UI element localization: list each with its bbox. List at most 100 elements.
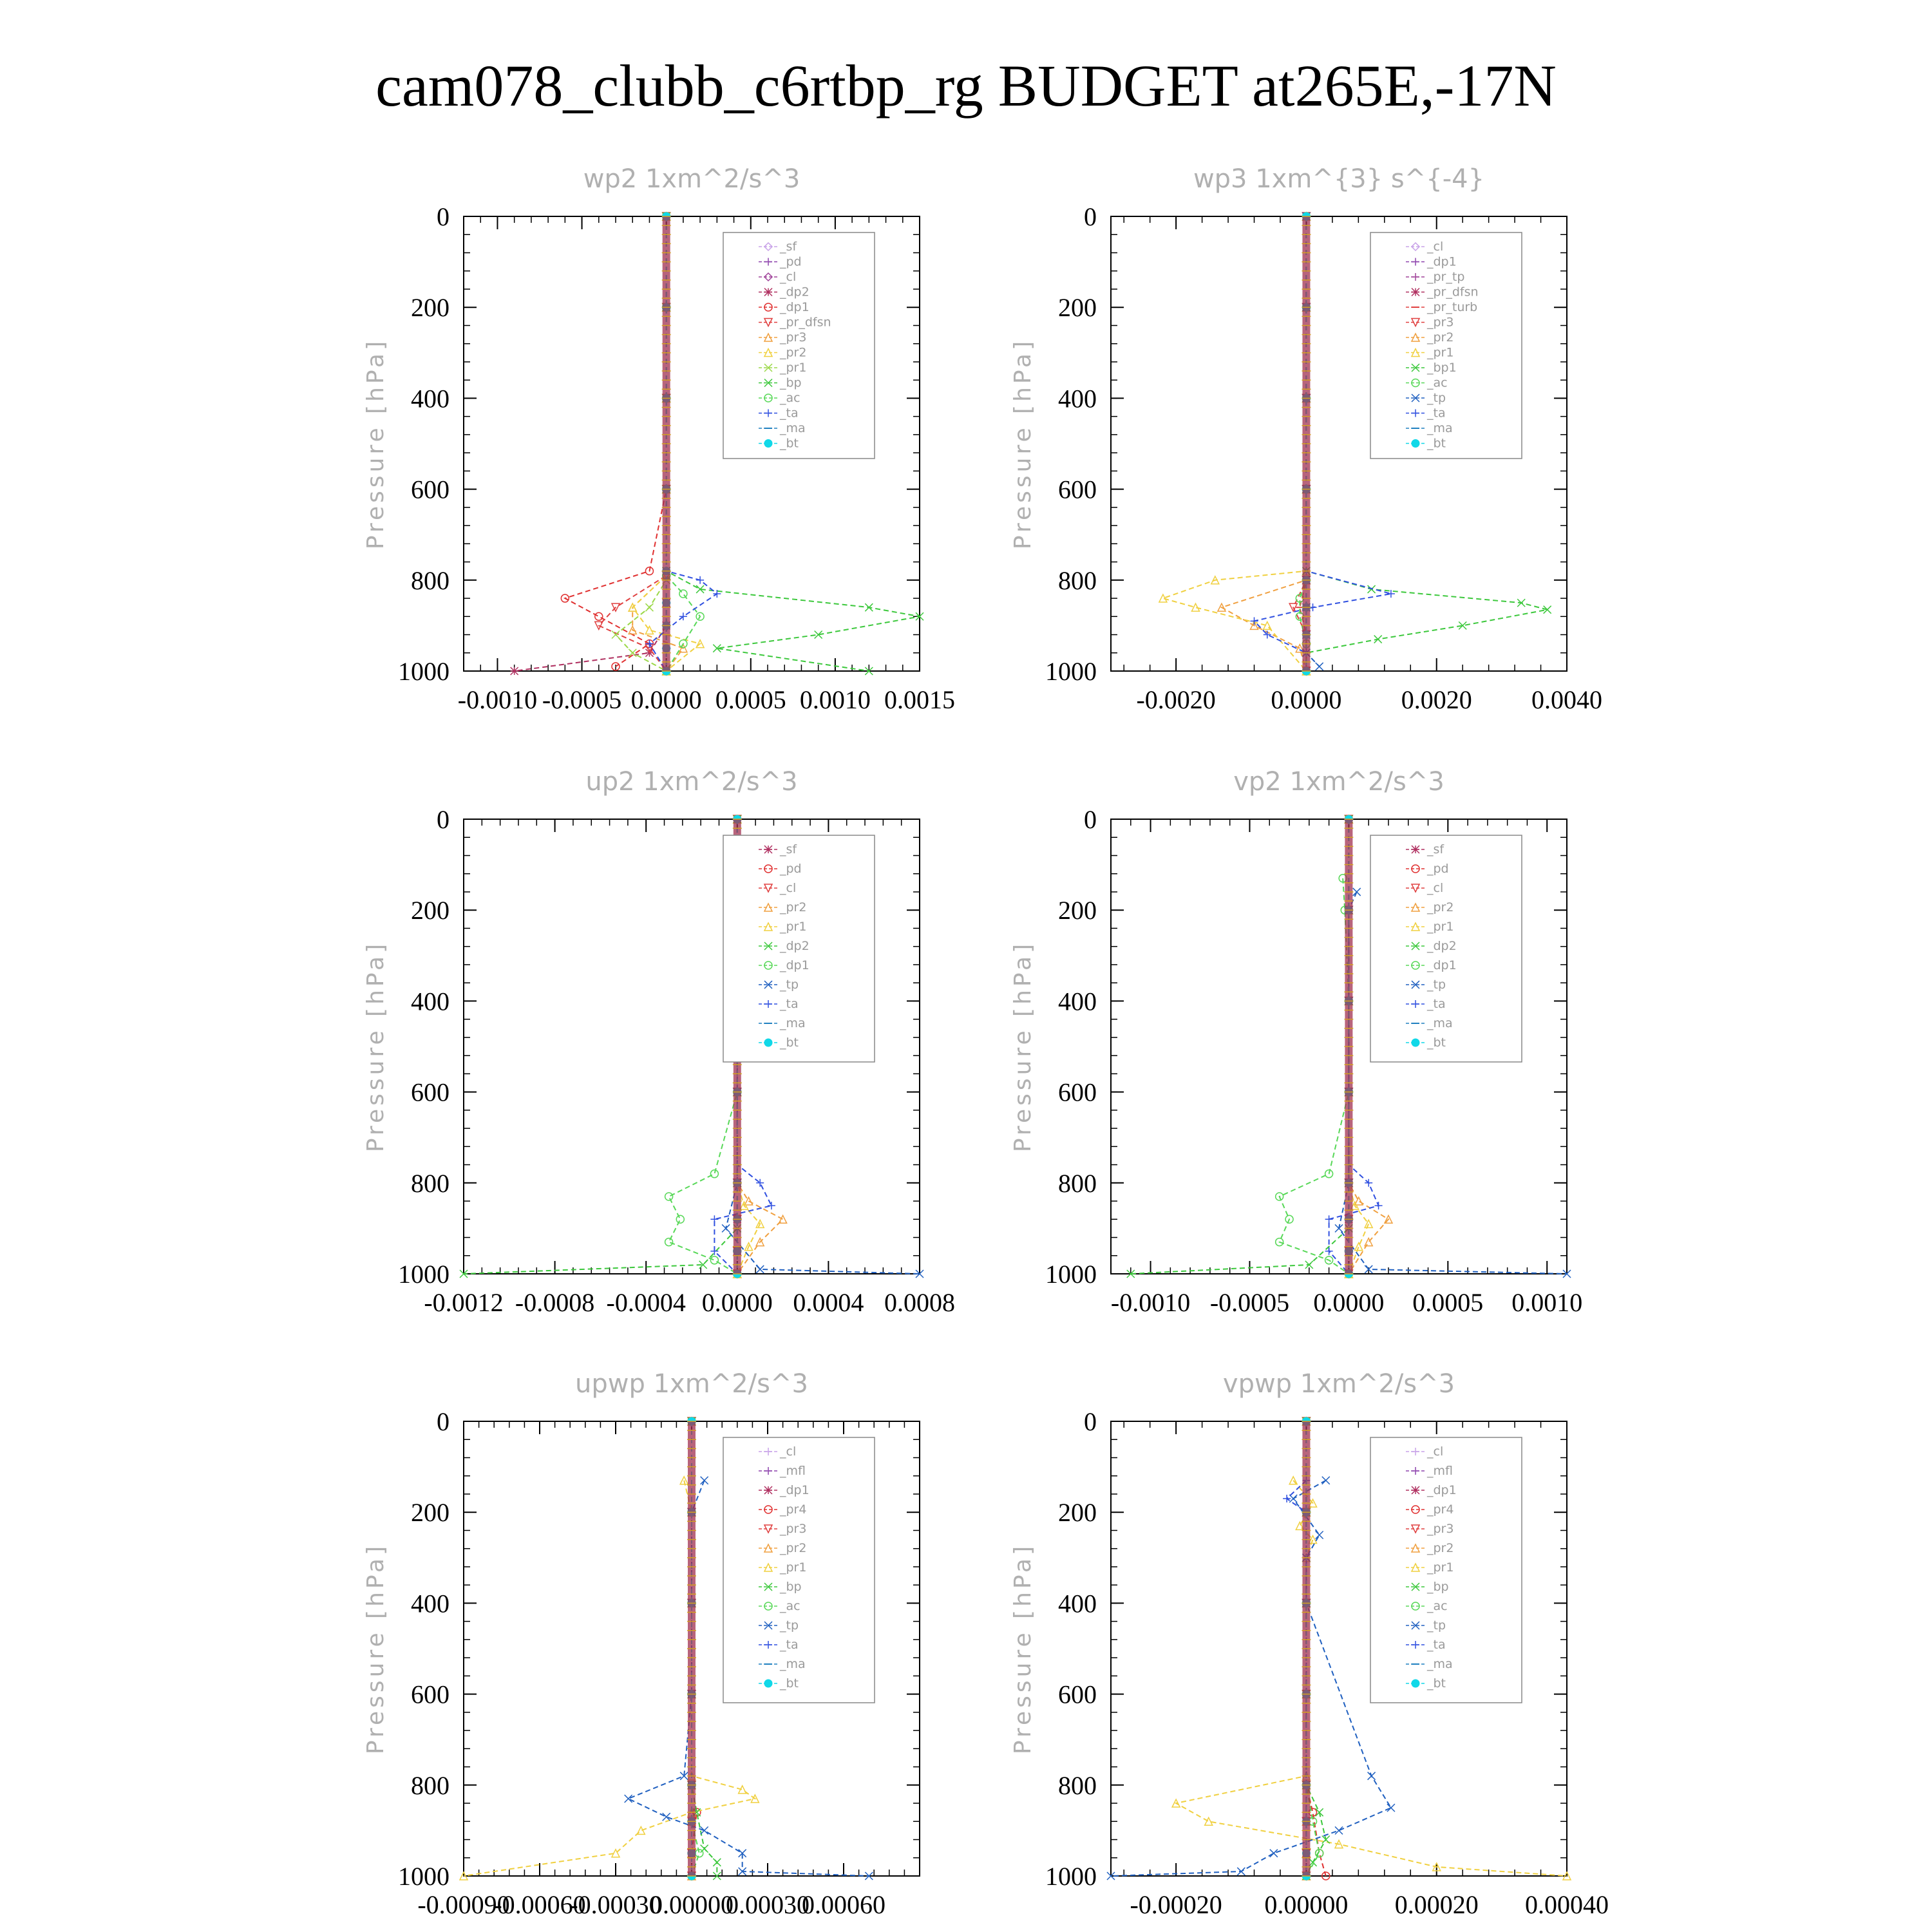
legend-marker [764, 1679, 773, 1688]
legend-label: _pr3 [1426, 316, 1454, 330]
legend-marker [1411, 287, 1420, 297]
y-tick-label: 800 [1058, 1771, 1097, 1800]
data-point [1352, 887, 1361, 896]
data-point [594, 621, 603, 631]
legend-entry: _pr3 [759, 1522, 806, 1536]
legend-entry: _bp [1406, 1580, 1449, 1594]
legend-marker [764, 1641, 772, 1649]
data-point [699, 1260, 708, 1269]
data-point [864, 1871, 873, 1880]
legend-marker [1411, 845, 1420, 854]
legend-entry: _sf [1406, 842, 1444, 857]
legend-label: _pr4 [779, 1502, 806, 1517]
series-pr1 [1158, 211, 1311, 676]
legend-entry: _ta [1406, 1638, 1446, 1652]
legend-label: _pr1 [1426, 346, 1454, 360]
legend-marker [1411, 1679, 1420, 1688]
data-point [1367, 585, 1376, 594]
data-point [1204, 1816, 1213, 1826]
plot-frame [463, 819, 920, 1274]
legend-entry: _tp [1406, 391, 1446, 405]
legend-marker [1411, 942, 1420, 951]
legend-label: _ac [1426, 1599, 1448, 1613]
legend-label: _bp [1426, 1580, 1449, 1594]
series-pr1 [459, 1475, 760, 1880]
data-point [645, 603, 654, 612]
y-tick-label: 200 [411, 1498, 450, 1527]
data-point [1314, 1848, 1324, 1858]
legend-marker [1411, 1582, 1420, 1591]
data-point [1210, 575, 1220, 585]
legend-marker [764, 1486, 773, 1495]
chart-panel-1: wp2 1xm^2/s^3 Pressure [hPa] 0 200 400 600 800… [363, 164, 955, 714]
data-point [700, 1826, 709, 1835]
chart-title: upwp 1xm^2/s^3 [575, 1369, 808, 1399]
legend-entry: _ma [1406, 1016, 1453, 1030]
y-tick-label: 200 [1058, 293, 1097, 322]
legend-label: _pr3 [1426, 1522, 1454, 1536]
series-ta [645, 213, 721, 675]
legend-marker [764, 1467, 772, 1475]
data-point [1321, 1476, 1331, 1485]
data-point [1562, 1269, 1571, 1278]
series-line [1220, 216, 1307, 672]
legend-entry: _bt [1406, 1036, 1446, 1050]
legend-label: _ma [1426, 421, 1453, 435]
legend-marker [1411, 378, 1420, 388]
legend-entry: _pr2 [1406, 900, 1454, 914]
legend-marker [1410, 922, 1421, 931]
legend-marker [1412, 1467, 1419, 1475]
data-point [1158, 593, 1168, 603]
legend-label: _bt [779, 1036, 799, 1050]
data-point [594, 612, 603, 621]
y-tick-label: 400 [411, 384, 450, 413]
x-tick-label: -0.0010 [458, 685, 537, 714]
data-point [628, 602, 638, 612]
series-line [632, 216, 685, 672]
legend-entry: _pd [1406, 862, 1449, 876]
legend-marker [1410, 242, 1421, 252]
legend-label: _bp [779, 1580, 802, 1594]
data-point [1458, 621, 1467, 630]
figure-title: cam078_clubb_c6rtbp_rg BUDGET at265E,-17… [375, 53, 1557, 118]
legend-entry: _pr1 [759, 1560, 806, 1575]
y-tick-label: 0 [437, 805, 450, 834]
plot-frame [1110, 819, 1567, 1274]
data-point [710, 1256, 719, 1265]
data-point [611, 630, 620, 639]
y-tick-label: 200 [1058, 896, 1097, 925]
data-point [1432, 1862, 1441, 1871]
y-tick-label: 800 [411, 566, 450, 595]
legend-label: _cl [1426, 881, 1443, 895]
x-tick-label: 0.0005 [1412, 1288, 1483, 1317]
data-point [1250, 617, 1258, 625]
data-point [1325, 1247, 1333, 1255]
data-point [1350, 1200, 1359, 1210]
legend-entry: _cl [759, 881, 796, 895]
legend-entry: _dp1 [1406, 1483, 1457, 1497]
y-tick-label: 0 [1084, 805, 1097, 834]
legend-marker [764, 258, 772, 266]
data-point [710, 1215, 719, 1224]
y-tick-label: 1000 [398, 657, 450, 686]
legend-entry: _tp [1406, 1618, 1446, 1633]
data-point [712, 1858, 721, 1867]
legend-label: _pr2 [779, 1541, 806, 1555]
legend-box [723, 835, 875, 1063]
x-tick-label: -0.00030 [569, 1890, 661, 1919]
legend-label: _ma [779, 1657, 806, 1671]
data-point [459, 1871, 469, 1880]
data-point [696, 612, 705, 621]
chart-panel-2: wp3 1xm^{3} s^{-4} Pressure [hPa] 0 200 400 6… [1010, 164, 1602, 714]
data-point [1321, 1835, 1331, 1844]
legend-label: _pr1 [779, 1560, 806, 1575]
data-point [510, 667, 519, 676]
data-point [1383, 1214, 1394, 1224]
data-point [738, 1849, 747, 1858]
legend-marker [1412, 1000, 1419, 1008]
data-point [1308, 1534, 1318, 1544]
data-point [1387, 1803, 1396, 1812]
series-dp2 [459, 815, 742, 1278]
legend-marker [1411, 1602, 1420, 1611]
legend-entry: _mfl [759, 1464, 806, 1478]
